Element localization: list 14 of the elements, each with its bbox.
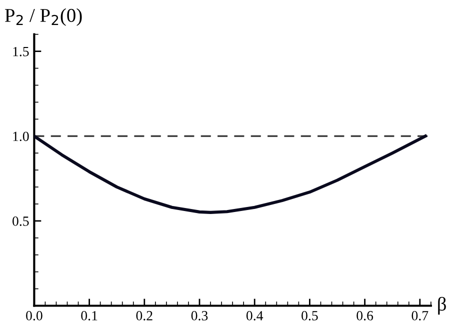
x-tick-label: 0.1 [81, 311, 98, 320]
x-tick-label: 0.4 [246, 311, 264, 320]
y-tick-label: 1.0 [13, 132, 29, 142]
x-tick-label: 0.5 [302, 311, 318, 320]
x-tick-label: 0.6 [356, 311, 374, 320]
x-tick-label: 0.7 [412, 311, 428, 320]
y-axis-title: P$_{2}$ / P$_{2}$(0) [5, 8, 82, 26]
x-tick-label: 0.2 [136, 311, 152, 320]
y-tick-label: 0.5 [12, 216, 29, 226]
y-tick-label: 1.5 [13, 46, 29, 56]
x-axis-title: β [438, 296, 446, 315]
x-tick-label: 0.0 [26, 311, 42, 320]
x-tick-label: 0.3 [191, 311, 208, 320]
line-series [34, 134, 427, 214]
